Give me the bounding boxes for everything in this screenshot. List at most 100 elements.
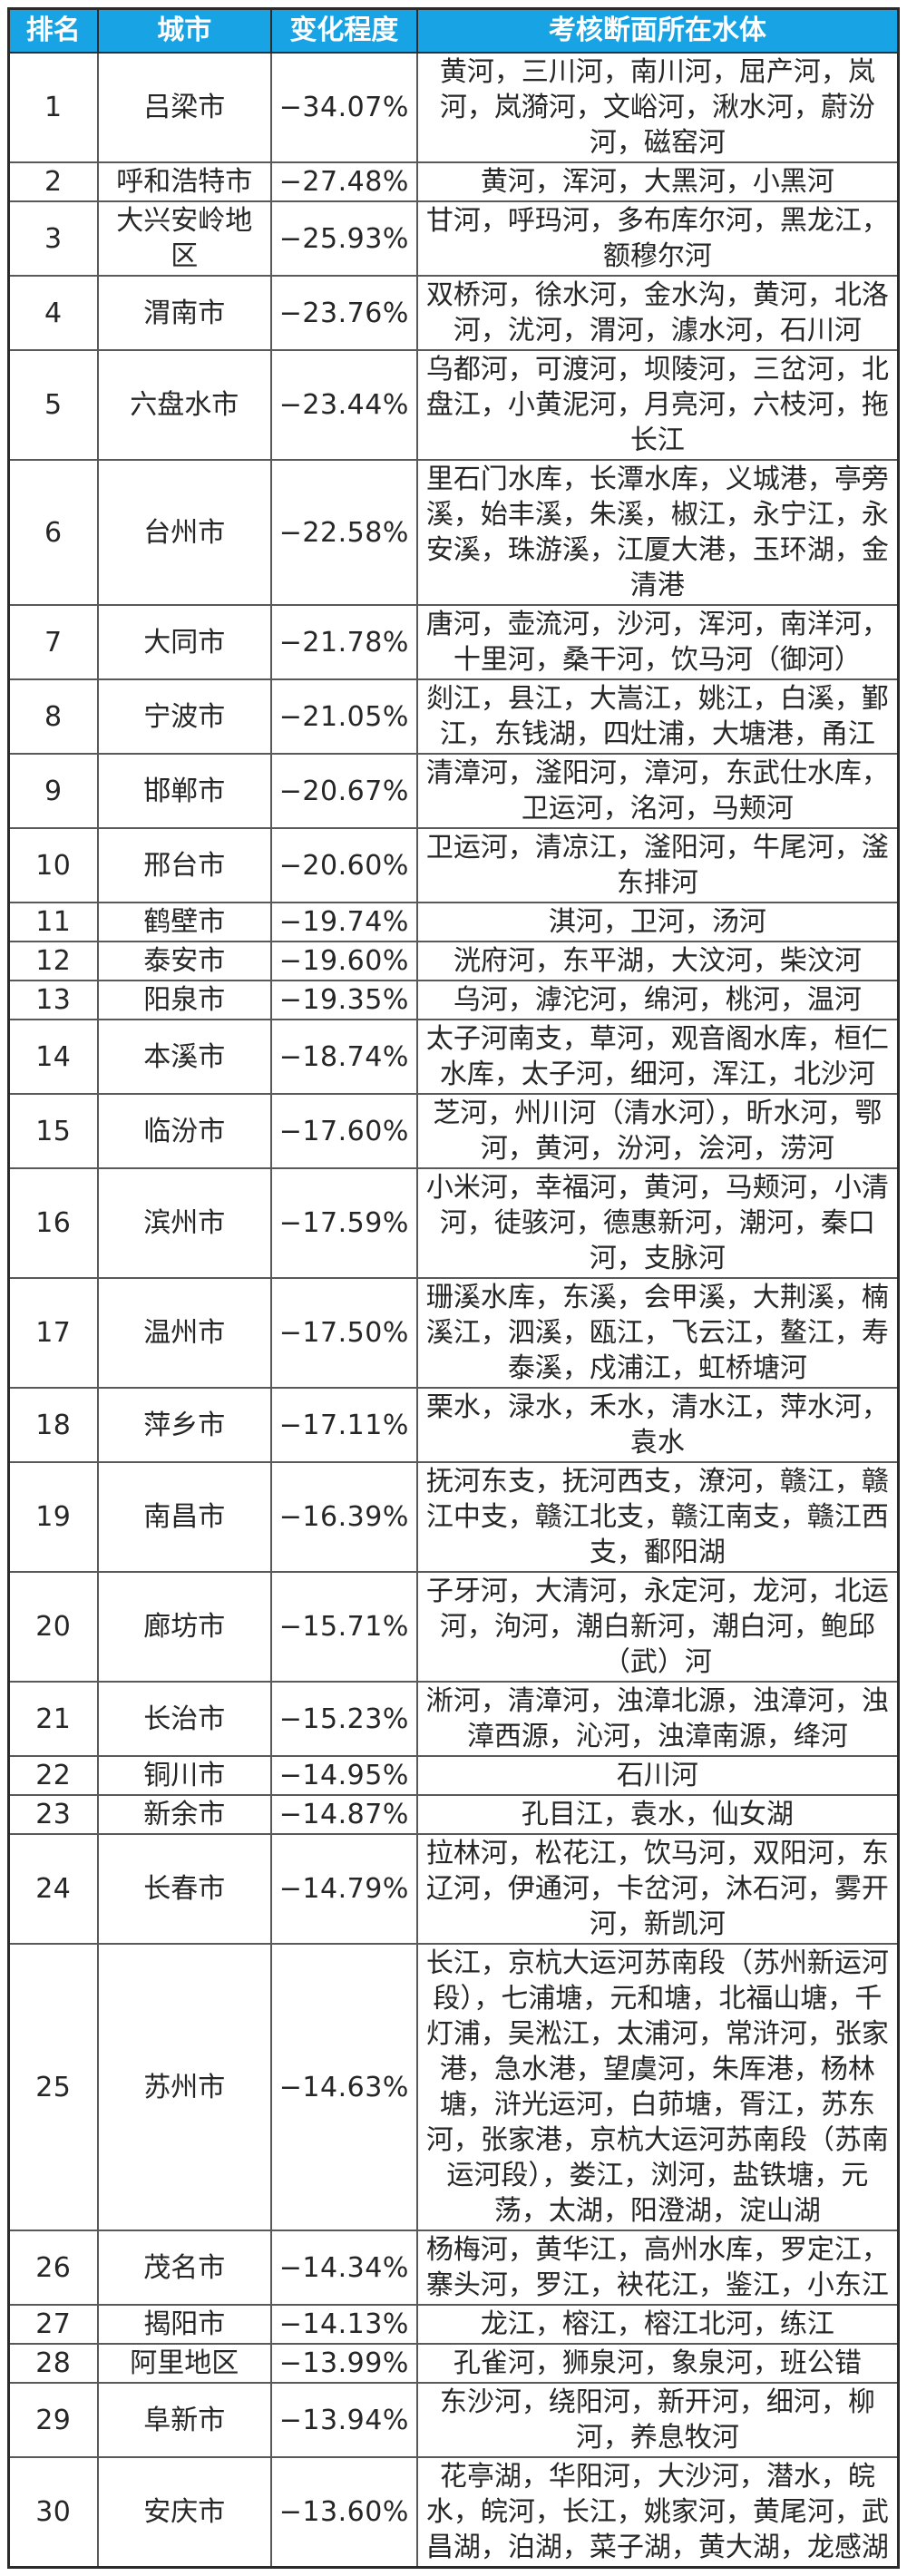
city-cell: 阜新市 <box>96 2382 272 2458</box>
table-row: 10 邢台市 −20.60% 卫运河，清凉江，滏阳河，牛尾河，滏东排河 <box>7 827 900 903</box>
rank-cell: 9 <box>7 753 99 829</box>
table-row: 23 新余市 −14.87% 孔目江，袁水，仙女湖 <box>7 1794 900 1835</box>
city-cell: 滨州市 <box>96 1167 272 1279</box>
rank-cell: 6 <box>7 459 99 606</box>
rank-cell: 4 <box>7 275 99 351</box>
change-cell: −13.94% <box>269 2382 418 2458</box>
change-cell: −21.78% <box>269 604 418 680</box>
table-row: 21 长治市 −15.23% 淅河，清漳河，浊漳北源，浊漳河，浊漳西源，沁河，浊漳南源… <box>7 1681 900 1757</box>
waters-cell: 抚河东支，抚河西支，潦河，赣江，赣江中支，赣江北支，赣江南支，赣江西支，鄱阳湖 <box>415 1461 900 1573</box>
table-row: 7 大同市 −21.78% 唐河，壶流河，沙河，浑河，南洋河，十里河，桑干河，饮马河（… <box>7 604 900 680</box>
city-cell: 宁波市 <box>96 678 272 755</box>
change-cell: −22.58% <box>269 459 418 606</box>
ranking-table: 排名 城市 变化程度 考核断面所在水体 1 吕梁市 −34.07% 黄河，三川河，南川… <box>7 7 900 2569</box>
rank-cell: 23 <box>7 1794 99 1835</box>
city-cell: 长春市 <box>96 1833 272 1945</box>
rank-cell: 13 <box>7 980 99 1020</box>
waters-cell: 黄河，三川河，南川河，屈产河，岚河，岚漪河，文峪河，湫水河，蔚汾河，磁窑河 <box>415 52 900 163</box>
table-row: 29 阜新市 −13.94% 东沙河，绕阳河，新开河，细河，柳河，养息牧河 <box>7 2382 900 2458</box>
waters-cell: 淇河，卫河，汤河 <box>415 902 900 942</box>
city-cell: 温州市 <box>96 1277 272 1389</box>
header-change: 变化程度 <box>269 7 418 54</box>
change-cell: −23.76% <box>269 275 418 351</box>
rank-cell: 5 <box>7 349 99 461</box>
rank-cell: 16 <box>7 1167 99 1279</box>
change-cell: −19.35% <box>269 980 418 1020</box>
waters-cell: 花亭湖，华阳河，大沙河，潜水，皖水，皖河，长江，姚家河，黄尾河，武昌湖，泊湖，菜… <box>415 2456 900 2569</box>
rank-cell: 29 <box>7 2382 99 2458</box>
table-row: 30 安庆市 −13.60% 花亭湖，华阳河，大沙河，潜水，皖水，皖河，长江，姚家河，… <box>7 2456 900 2569</box>
city-cell: 本溪市 <box>96 1019 272 1095</box>
change-cell: −19.74% <box>269 902 418 942</box>
table-row: 14 本溪市 −18.74% 太子河南支，草河，观音阁水库，桓仁水库，太子河，细河，浑… <box>7 1019 900 1095</box>
waters-cell: 剡江，县江，大嵩江，姚江，白溪，鄞江，东钱湖，四灶浦，大塘港，甬江 <box>415 678 900 755</box>
city-cell: 新余市 <box>96 1794 272 1835</box>
rank-cell: 14 <box>7 1019 99 1095</box>
table-row: 1 吕梁市 −34.07% 黄河，三川河，南川河，屈产河，岚河，岚漪河，文峪河，湫水河… <box>7 52 900 163</box>
table-row: 9 邯郸市 −20.67% 清漳河，滏阳河，漳河，东武仕水库，卫运河，洺河，马颊河 <box>7 753 900 829</box>
change-cell: −20.60% <box>269 827 418 903</box>
table-row: 18 萍乡市 −17.11% 栗水，渌水，禾水，清水江，萍水河，袁水 <box>7 1387 900 1463</box>
waters-cell: 孔雀河，狮泉河，象泉河，班公错 <box>415 2343 900 2384</box>
waters-cell: 珊溪水库，东溪，会甲溪，大荆溪，楠溪江，泗溪，瓯江，飞云江，鳌江，寿泰溪，戍浦江… <box>415 1277 900 1389</box>
table-row: 24 长春市 −14.79% 拉林河，松花江，饮马河，双阳河，东辽河，伊通河，卡岔河，… <box>7 1833 900 1945</box>
change-cell: −13.60% <box>269 2456 418 2569</box>
table-row: 13 阳泉市 −19.35% 乌河，滹沱河，绵河，桃河，温河 <box>7 980 900 1020</box>
table-row: 22 铜川市 −14.95% 石川河 <box>7 1755 900 1796</box>
waters-cell: 黄河，浑河，大黑河，小黑河 <box>415 161 900 202</box>
table-row: 17 温州市 −17.50% 珊溪水库，东溪，会甲溪，大荆溪，楠溪江，泗溪，瓯江，飞云… <box>7 1277 900 1389</box>
city-cell: 大同市 <box>96 604 272 680</box>
header-rank: 排名 <box>7 7 99 54</box>
change-cell: −14.13% <box>269 2304 418 2345</box>
waters-cell: 子牙河，大清河，永定河，龙河，北运河，泃河，潮白新河，潮白河，鲍邱（武）河 <box>415 1571 900 1683</box>
rank-cell: 10 <box>7 827 99 903</box>
change-cell: −20.67% <box>269 753 418 829</box>
rank-cell: 12 <box>7 941 99 981</box>
city-cell: 吕梁市 <box>96 52 272 163</box>
rank-cell: 30 <box>7 2456 99 2569</box>
header-city: 城市 <box>96 7 272 54</box>
city-cell: 六盘水市 <box>96 349 272 461</box>
city-cell: 长治市 <box>96 1681 272 1757</box>
waters-cell: 拉林河，松花江，饮马河，双阳河，东辽河，伊通河，卡岔河，沐石河，雾开河，新凯河 <box>415 1833 900 1945</box>
waters-cell: 乌都河，可渡河，坝陵河，三岔河，北盘江，小黄泥河，月亮河，六枝河，拖长江 <box>415 349 900 461</box>
waters-cell: 东沙河，绕阳河，新开河，细河，柳河，养息牧河 <box>415 2382 900 2458</box>
table-row: 6 台州市 −22.58% 里石门水库，长潭水库，义城港，亭旁溪，始丰溪，朱溪，椒江，… <box>7 459 900 606</box>
city-cell: 苏州市 <box>96 1943 272 2231</box>
rank-cell: 11 <box>7 902 99 942</box>
waters-cell: 双桥河，徐水河，金水沟，黄河，北洛河，沋河，渭河，澽水河，石川河 <box>415 275 900 351</box>
change-cell: −16.39% <box>269 1461 418 1573</box>
city-cell: 临汾市 <box>96 1093 272 1169</box>
city-cell: 大兴安岭地区 <box>96 200 272 277</box>
rank-cell: 1 <box>7 52 99 163</box>
waters-cell: 甘河，呼玛河，多布库尔河，黑龙江，额穆尔河 <box>415 200 900 277</box>
rank-cell: 8 <box>7 678 99 755</box>
waters-cell: 唐河，壶流河，沙河，浑河，南洋河，十里河，桑干河，饮马河（御河） <box>415 604 900 680</box>
change-cell: −15.23% <box>269 1681 418 1757</box>
rank-cell: 24 <box>7 1833 99 1945</box>
change-cell: −17.11% <box>269 1387 418 1463</box>
city-cell: 阳泉市 <box>96 980 272 1020</box>
city-cell: 鹤壁市 <box>96 902 272 942</box>
table-row: 4 渭南市 −23.76% 双桥河，徐水河，金水沟，黄河，北洛河，沋河，渭河，澽水河，… <box>7 275 900 351</box>
city-cell: 铜川市 <box>96 1755 272 1796</box>
city-cell: 渭南市 <box>96 275 272 351</box>
city-cell: 安庆市 <box>96 2456 272 2569</box>
change-cell: −25.93% <box>269 200 418 277</box>
rank-cell: 2 <box>7 161 99 202</box>
city-cell: 阿里地区 <box>96 2343 272 2384</box>
rank-cell: 21 <box>7 1681 99 1757</box>
change-cell: −19.60% <box>269 941 418 981</box>
change-cell: −17.50% <box>269 1277 418 1389</box>
header-waters: 考核断面所在水体 <box>415 7 900 54</box>
waters-cell: 淅河，清漳河，浊漳北源，浊漳河，浊漳西源，沁河，浊漳南源，绛河 <box>415 1681 900 1757</box>
table-row: 2 呼和浩特市 −27.48% 黄河，浑河，大黑河，小黑河 <box>7 161 900 202</box>
table-row: 25 苏州市 −14.63% 长江，京杭大运河苏南段（苏州新运河段），七浦塘，元和塘，… <box>7 1943 900 2231</box>
table-row: 12 泰安市 −19.60% 洸府河，东平湖，大汶河，柴汶河 <box>7 941 900 981</box>
waters-cell: 杨梅河，黄华江，高州水库，罗定江，寨头河，罗江，袂花江，鉴江，小东江 <box>415 2230 900 2306</box>
rank-cell: 18 <box>7 1387 99 1463</box>
table-row: 27 揭阳市 −14.13% 龙江，榕江，榕江北河，练江 <box>7 2304 900 2345</box>
change-cell: −14.95% <box>269 1755 418 1796</box>
city-cell: 台州市 <box>96 459 272 606</box>
change-cell: −15.71% <box>269 1571 418 1683</box>
